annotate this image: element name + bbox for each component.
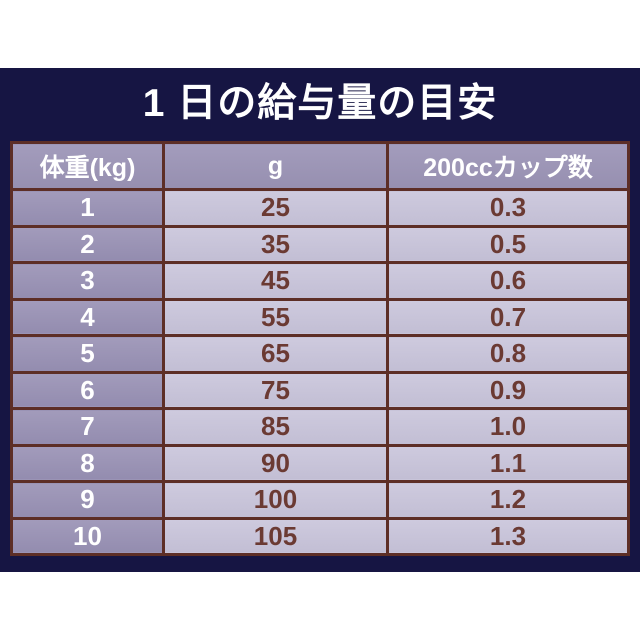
table-body: 1 25 0.3 2 35 0.5 3 45 0.6 4 55 0.7 5 65… — [10, 188, 630, 556]
cell-weight: 5 — [10, 334, 165, 374]
cell-cups: 1.0 — [386, 407, 630, 447]
cell-grams: 75 — [162, 370, 389, 410]
col-header-grams: g — [162, 141, 389, 191]
table-row: 9 100 1.2 — [10, 480, 630, 520]
cell-cups: 0.8 — [386, 334, 630, 374]
table-row: 10 105 1.3 — [10, 516, 630, 556]
cell-weight: 7 — [10, 407, 165, 447]
cell-weight: 3 — [10, 261, 165, 301]
table-row: 6 75 0.9 — [10, 370, 630, 410]
table-row: 2 35 0.5 — [10, 224, 630, 264]
table-row: 3 45 0.6 — [10, 261, 630, 301]
table-row: 8 90 1.1 — [10, 443, 630, 483]
cell-cups: 1.1 — [386, 443, 630, 483]
col-header-cups: 200ccカップ数 — [386, 141, 630, 191]
cell-cups: 0.6 — [386, 261, 630, 301]
col-header-weight: 体重(kg) — [10, 141, 165, 191]
table-row: 1 25 0.3 — [10, 188, 630, 228]
cell-grams: 85 — [162, 407, 389, 447]
table-row: 5 65 0.8 — [10, 334, 630, 374]
cell-grams: 65 — [162, 334, 389, 374]
cell-cups: 0.3 — [386, 188, 630, 228]
cell-cups: 1.3 — [386, 516, 630, 556]
cell-cups: 0.9 — [386, 370, 630, 410]
cell-grams: 35 — [162, 224, 389, 264]
cell-cups: 0.7 — [386, 297, 630, 337]
feeding-guide-panel: 1 日の給与量の目安 体重(kg) g 200ccカップ数 1 25 0.3 2… — [0, 68, 640, 572]
cell-grams: 105 — [162, 516, 389, 556]
cell-weight: 6 — [10, 370, 165, 410]
table-row: 4 55 0.7 — [10, 297, 630, 337]
cell-weight: 1 — [10, 188, 165, 228]
cell-grams: 90 — [162, 443, 389, 483]
cell-weight: 9 — [10, 480, 165, 520]
cell-cups: 1.2 — [386, 480, 630, 520]
cell-grams: 100 — [162, 480, 389, 520]
cell-grams: 25 — [162, 188, 389, 228]
table-header-row: 体重(kg) g 200ccカップ数 — [10, 141, 630, 191]
cell-weight: 2 — [10, 224, 165, 264]
feeding-table: 体重(kg) g 200ccカップ数 1 25 0.3 2 35 0.5 3 4… — [10, 141, 630, 556]
cell-weight: 4 — [10, 297, 165, 337]
page-title: 1 日の給与量の目安 — [142, 82, 498, 125]
cell-cups: 0.5 — [386, 224, 630, 264]
cell-weight: 10 — [10, 516, 165, 556]
cell-grams: 55 — [162, 297, 389, 337]
table-row: 7 85 1.0 — [10, 407, 630, 447]
cell-grams: 45 — [162, 261, 389, 301]
cell-weight: 8 — [10, 443, 165, 483]
